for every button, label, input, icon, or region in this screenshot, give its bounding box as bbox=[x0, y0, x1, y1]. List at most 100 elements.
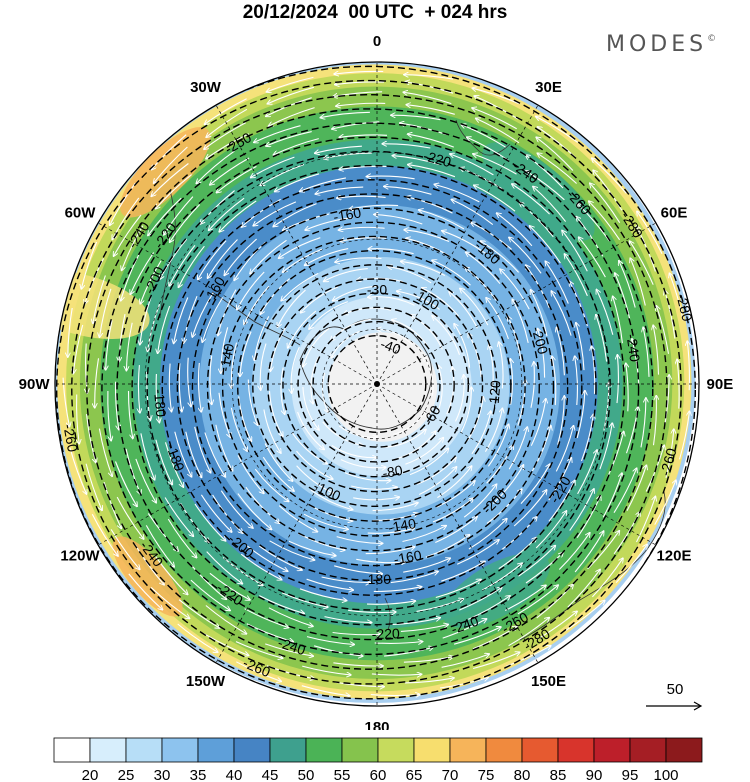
streamline bbox=[656, 306, 670, 354]
streamline bbox=[492, 465, 523, 504]
streamline bbox=[551, 291, 572, 336]
streamline bbox=[403, 92, 452, 105]
colorbar-swatch bbox=[125, 737, 163, 763]
streamline bbox=[169, 363, 171, 412]
streamline bbox=[368, 249, 414, 255]
height-contour bbox=[282, 292, 470, 478]
colorbar-label: 55 bbox=[334, 767, 351, 782]
longitude-label: 120W bbox=[60, 548, 100, 565]
streamline bbox=[472, 88, 520, 105]
height-contour bbox=[297, 306, 455, 463]
streamline bbox=[520, 464, 550, 504]
streamline bbox=[202, 297, 224, 343]
streamline bbox=[419, 210, 465, 230]
streamline bbox=[268, 86, 315, 103]
streamline bbox=[266, 131, 312, 146]
streamline bbox=[146, 371, 151, 420]
streamline bbox=[353, 497, 399, 500]
colorbar-label: 20 bbox=[82, 767, 99, 782]
streamline bbox=[500, 269, 530, 310]
streamline bbox=[510, 359, 512, 405]
streamline bbox=[140, 433, 155, 479]
streamline bbox=[422, 288, 459, 317]
streamline bbox=[244, 608, 289, 628]
latitude-circle bbox=[231, 238, 523, 530]
streamline bbox=[643, 327, 650, 377]
streamline bbox=[517, 585, 558, 615]
streamline bbox=[154, 146, 188, 183]
streamline bbox=[184, 295, 198, 343]
streamline bbox=[497, 213, 533, 247]
streamline bbox=[219, 200, 257, 232]
streamline bbox=[630, 258, 646, 306]
streamline bbox=[393, 412, 425, 435]
streamline bbox=[204, 432, 225, 477]
streamline bbox=[177, 623, 218, 652]
streamline bbox=[463, 484, 496, 518]
streamline bbox=[309, 301, 348, 329]
streamline bbox=[397, 431, 435, 460]
streamline bbox=[617, 355, 618, 404]
streamline bbox=[678, 411, 690, 460]
streamline bbox=[303, 513, 348, 529]
streamline bbox=[209, 197, 245, 230]
streamline bbox=[366, 601, 415, 605]
streamline bbox=[424, 357, 434, 396]
contour-label: -180 bbox=[363, 571, 391, 587]
streamline bbox=[441, 561, 485, 582]
streamline bbox=[630, 241, 654, 285]
streamline bbox=[501, 517, 537, 551]
streamline bbox=[365, 547, 415, 555]
streamline bbox=[356, 558, 405, 562]
colorbar-label: 90 bbox=[586, 767, 603, 782]
streamline bbox=[456, 540, 499, 565]
streamline bbox=[303, 327, 330, 366]
shading-patch bbox=[55, 270, 150, 340]
streamline bbox=[397, 291, 440, 310]
new-zealand-coast bbox=[384, 597, 391, 631]
streamline bbox=[472, 627, 517, 650]
streamline bbox=[332, 121, 380, 129]
streamline bbox=[260, 163, 305, 186]
streamline bbox=[196, 150, 235, 183]
contour-label: -240 bbox=[624, 333, 644, 363]
streamline bbox=[530, 362, 534, 408]
streamline bbox=[505, 646, 551, 667]
streamline bbox=[640, 398, 646, 448]
streamline bbox=[278, 505, 317, 532]
streamline bbox=[246, 545, 288, 571]
colorbar-label: 75 bbox=[478, 767, 495, 782]
brand-logo: MODES© bbox=[606, 32, 716, 57]
streamline bbox=[531, 290, 548, 337]
colorbar-label: 60 bbox=[370, 767, 387, 782]
streamline bbox=[302, 386, 319, 430]
streamline bbox=[212, 494, 243, 533]
streamline bbox=[271, 326, 287, 371]
streamline bbox=[155, 373, 159, 422]
streamline bbox=[112, 197, 140, 239]
longitude-label: 0 bbox=[373, 33, 381, 50]
streamline bbox=[280, 367, 285, 415]
streamline bbox=[391, 115, 441, 121]
streamline bbox=[416, 458, 456, 485]
streamline bbox=[155, 439, 172, 485]
streamline bbox=[205, 98, 247, 124]
contour-label: -140 bbox=[387, 515, 418, 536]
streamline bbox=[536, 611, 577, 641]
latitude-circle bbox=[321, 328, 433, 440]
streamline bbox=[194, 426, 211, 473]
streamline bbox=[474, 96, 519, 120]
streamline bbox=[460, 387, 471, 433]
streamline bbox=[575, 356, 578, 406]
streamline bbox=[274, 138, 319, 155]
colorbar-labels: 20 25 30 35 40 45 50 55 60 65 70 75 80 85 90 95 100 bbox=[82, 767, 679, 782]
streamline bbox=[315, 145, 362, 153]
streamline bbox=[198, 362, 201, 412]
streamline bbox=[260, 343, 267, 390]
colorbar-swatch bbox=[665, 737, 703, 763]
streamline bbox=[336, 102, 386, 106]
height-contour bbox=[176, 193, 569, 582]
graticule bbox=[55, 62, 699, 706]
streamline bbox=[269, 107, 315, 127]
streamline bbox=[238, 396, 252, 441]
